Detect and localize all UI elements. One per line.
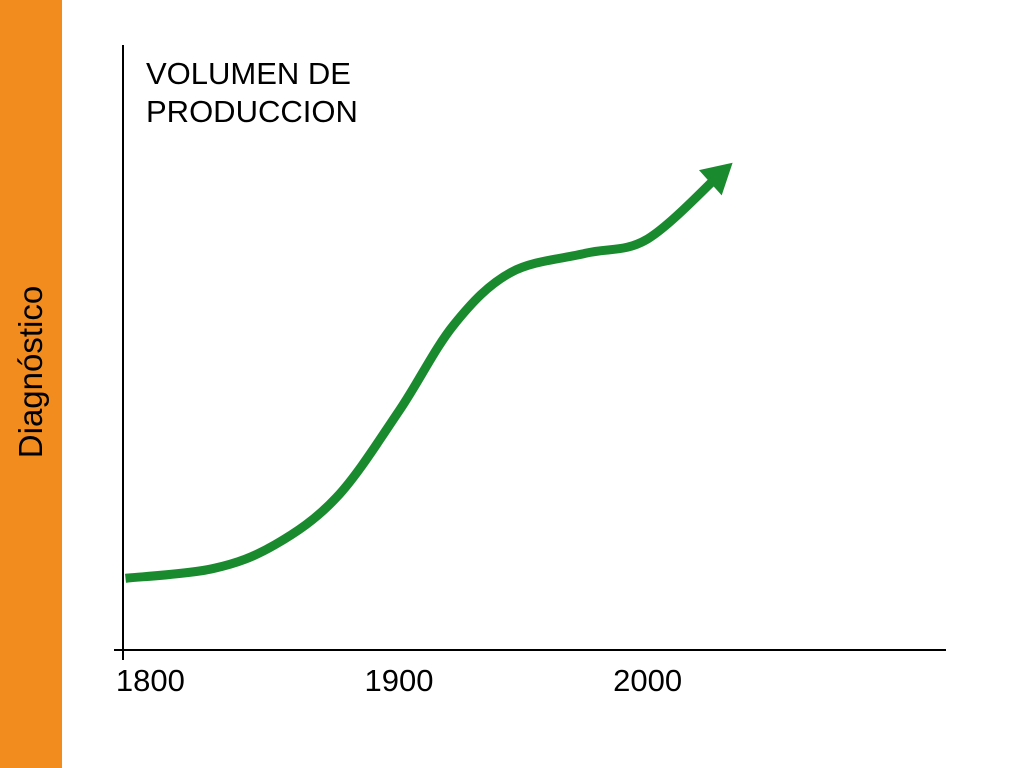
x-tick-labels: 1800 1900 2000 <box>116 663 682 698</box>
sidebar: Diagnóstico <box>0 0 62 768</box>
series-line <box>125 168 726 583</box>
x-tick-label: 1800 <box>116 663 185 698</box>
x-tick-label: 2000 <box>613 663 682 698</box>
y-axis-label-line-2: PRODUCCION <box>146 94 358 129</box>
series-layer <box>125 162 733 583</box>
arrow-head-icon <box>699 162 733 196</box>
x-tick-label: 1900 <box>365 663 434 698</box>
y-axis-label-line-1: VOLUMEN DE <box>146 56 351 91</box>
y-axis-label: VOLUMEN DE PRODUCCION <box>146 55 358 131</box>
